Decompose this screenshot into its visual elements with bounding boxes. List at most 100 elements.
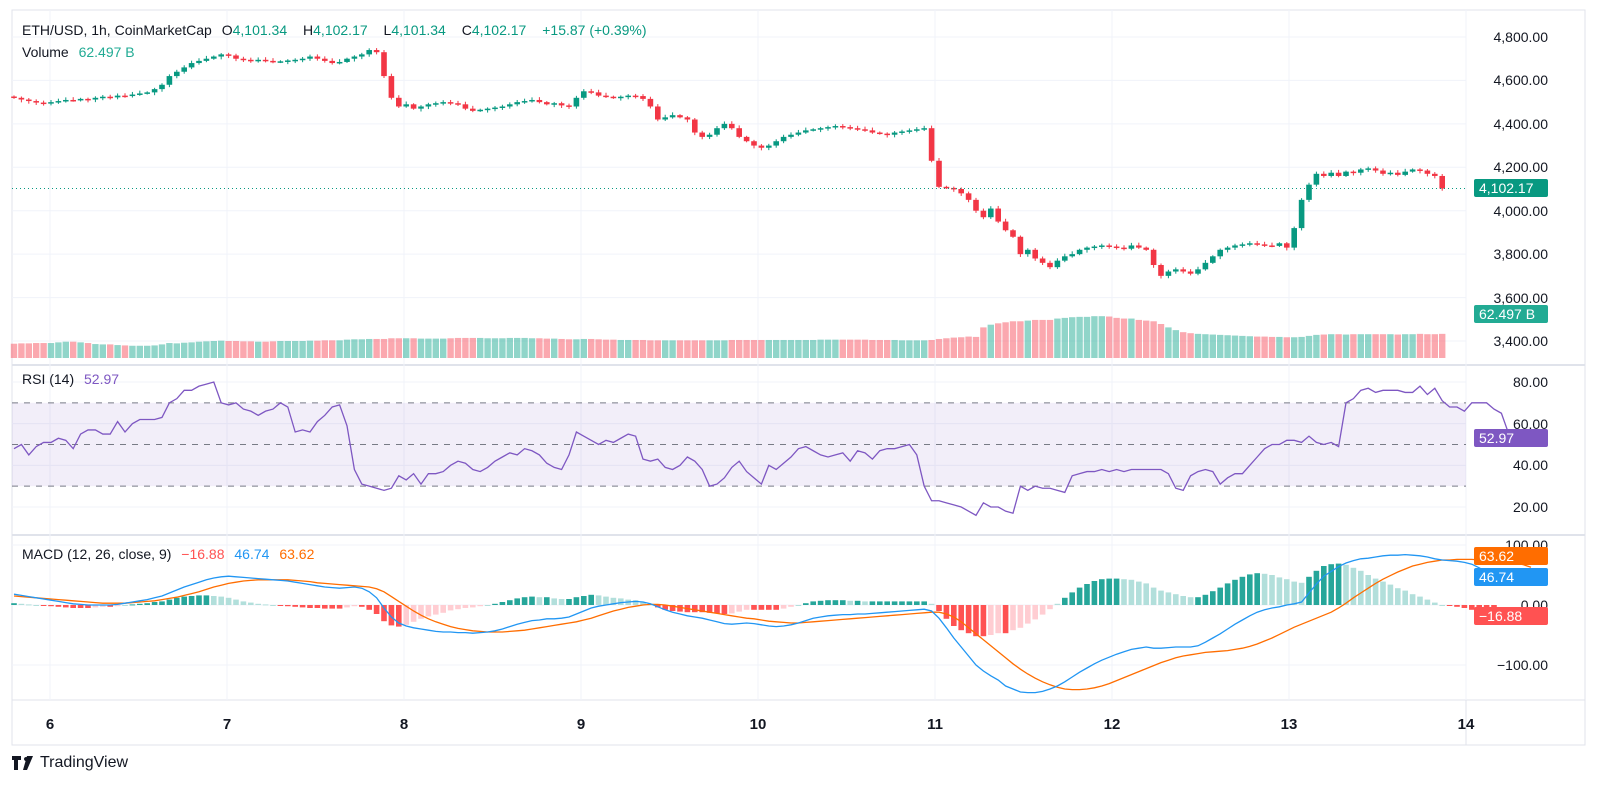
macd-histogram-bar [77, 605, 84, 608]
volume-bar [1076, 316, 1083, 358]
candle-body [588, 91, 594, 93]
candle-body [1402, 171, 1408, 175]
volume-bar [358, 339, 365, 358]
macd-histogram-bar [1446, 605, 1453, 606]
candle-body [632, 95, 639, 98]
candle-body [677, 115, 683, 118]
volume-label[interactable]: Volume [22, 44, 69, 60]
candle-body [936, 160, 942, 187]
macd-histogram-bar [492, 603, 498, 605]
volume-bar [329, 340, 336, 358]
candle-body [1210, 256, 1216, 263]
macd-histogram-bar [847, 600, 853, 605]
macd-histogram-bar [240, 601, 247, 605]
candle-body [581, 91, 587, 98]
volume-bar [203, 341, 210, 358]
macd-histogram-bar [854, 600, 861, 605]
volume-bar [1202, 334, 1209, 358]
candle-body [373, 50, 380, 53]
candle-body [211, 56, 217, 59]
volume-bar [1135, 319, 1142, 358]
volume-bar [321, 340, 328, 358]
candle-body [403, 104, 409, 107]
macd-histogram-bar [1054, 603, 1061, 605]
candle-body [988, 208, 994, 218]
candle-body [758, 145, 765, 148]
volume-bar [1328, 334, 1335, 358]
macd-histogram-bar [1195, 597, 1201, 605]
candle-body [18, 97, 25, 100]
macd-histogram-bar [307, 605, 313, 608]
candle-body [1091, 246, 1098, 249]
volume-bar [351, 339, 358, 358]
volume-bar [292, 341, 299, 358]
candle-body [521, 101, 528, 103]
close-value: 4,102.17 [471, 22, 527, 38]
volume-bar [1268, 336, 1276, 358]
macd-histogram-bar [1291, 581, 1297, 605]
candle-body [1150, 249, 1157, 265]
symbol-title[interactable]: ETH/USD, 1h, CoinMarketCap [22, 22, 212, 38]
macd-histogram-bar [573, 597, 580, 605]
macd-histogram-bar [729, 605, 735, 614]
macd-line-path [13, 553, 1495, 694]
volume-bar [1409, 334, 1416, 358]
tradingview-logo[interactable]: TradingView [12, 754, 128, 772]
macd-histogram-bar [1099, 579, 1105, 605]
macd-histogram-bar [107, 605, 113, 607]
candle-body [618, 96, 624, 99]
macd-histogram-bar [988, 605, 994, 635]
candle-body [1372, 168, 1379, 171]
macd-histogram-bar [85, 605, 91, 608]
hist-tag: −16.88 [1474, 607, 1548, 625]
volume-bar [1357, 334, 1364, 358]
macd-histogram-bar [1254, 573, 1260, 605]
macd-histogram-bar [943, 605, 950, 619]
macd-histogram-bar [166, 599, 173, 605]
macd-histogram-bar [144, 603, 150, 605]
candle-body [137, 93, 143, 95]
candle-body [1358, 169, 1364, 173]
candle-body [1136, 245, 1142, 248]
volume-bar [514, 337, 521, 358]
candle-body [921, 128, 927, 130]
volume-bar [958, 337, 965, 358]
volume-bar [395, 338, 402, 358]
macd-label[interactable]: MACD (12, 26, close, 9) [22, 546, 172, 562]
volume-bar [25, 343, 32, 358]
volume-bar [1009, 321, 1017, 358]
volume-bar [336, 340, 343, 358]
candle-body [129, 94, 136, 97]
candle-body [603, 95, 609, 98]
macd-histogram-bar [373, 605, 380, 614]
volume-bar [454, 337, 462, 358]
candle-body [544, 102, 550, 105]
volume-bar [306, 340, 314, 358]
candle-body [114, 95, 121, 98]
volume-bar [99, 344, 106, 358]
rsi-label[interactable]: RSI (14) [22, 371, 75, 387]
macd-histogram-bar [884, 601, 890, 605]
macd-histogram-bar [344, 605, 350, 608]
candle-body [55, 101, 62, 103]
volume-bar [787, 339, 795, 358]
candle-body [1321, 173, 1327, 176]
macd-histogram-bar [1217, 587, 1223, 605]
volume-bar [40, 343, 47, 358]
macd-histogram-bar [477, 605, 483, 607]
volume-bar [1098, 316, 1105, 358]
time-tick-label: 6 [45, 716, 55, 733]
volume-bar [1305, 335, 1313, 358]
price-tick-label: 4,200.00 [1493, 159, 1549, 176]
candle-body [817, 128, 824, 130]
volume-bar [721, 340, 728, 358]
macd-histogram-bar [595, 595, 602, 605]
volume-bar [765, 339, 772, 358]
rsi-tick-label: 60.00 [1512, 415, 1548, 432]
candle-body [1239, 244, 1246, 246]
macd-histogram-bar [1091, 581, 1098, 605]
candle-body [884, 133, 890, 136]
candle-body [203, 58, 210, 61]
macd-histogram-bar [285, 605, 291, 607]
